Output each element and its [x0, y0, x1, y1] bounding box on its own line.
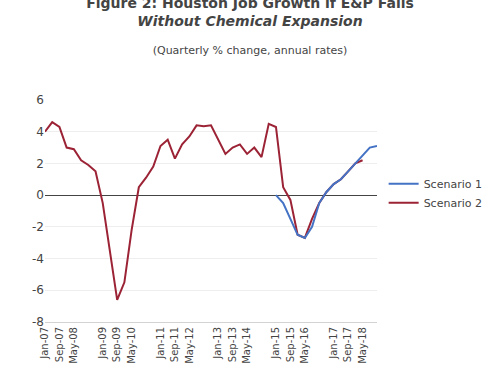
- svg-text:May-14: May-14: [241, 327, 252, 364]
- svg-text:-8: -8: [32, 315, 44, 329]
- svg-text:May-10: May-10: [126, 327, 137, 364]
- svg-text:4: 4: [36, 125, 44, 139]
- svg-text:Sep-15: Sep-15: [285, 327, 296, 362]
- svg-text:Sep-17: Sep-17: [342, 327, 353, 362]
- svg-text:Sep-13: Sep-13: [227, 327, 238, 362]
- svg-text:Sep-09: Sep-09: [111, 327, 122, 362]
- svg-text:Sep-11: Sep-11: [169, 327, 180, 362]
- svg-text:Jan-15: Jan-15: [270, 327, 281, 360]
- svg-text:-6: -6: [32, 283, 44, 297]
- svg-text:Jan-17: Jan-17: [328, 327, 339, 360]
- svg-text:Jan-09: Jan-09: [97, 327, 108, 360]
- svg-text:-2: -2: [32, 220, 44, 234]
- svg-text:May-18: May-18: [357, 327, 368, 364]
- svg-text:Scenario 1: Scenario 1: [424, 178, 482, 191]
- svg-text:Jan-11: Jan-11: [155, 327, 166, 360]
- svg-text:Sep-07: Sep-07: [54, 327, 65, 362]
- svg-text:0: 0: [36, 188, 44, 202]
- svg-text:Jan-13: Jan-13: [212, 327, 223, 360]
- svg-text:May-16: May-16: [299, 327, 310, 364]
- svg-text:2: 2: [36, 157, 44, 171]
- svg-text:May-12: May-12: [184, 327, 195, 364]
- svg-text:Jan-07: Jan-07: [39, 327, 50, 360]
- svg-text:Figure 2: Houston Job Growth i: Figure 2: Houston Job Growth if E&P Fall…: [86, 0, 414, 29]
- svg-text:(Quarterly % change, annual ra: (Quarterly % change, annual rates): [153, 44, 348, 57]
- svg-text:-4: -4: [32, 252, 44, 266]
- svg-text:May-08: May-08: [68, 327, 79, 364]
- svg-text:6: 6: [36, 93, 44, 107]
- svg-text:Scenario 2: Scenario 2: [424, 197, 482, 210]
